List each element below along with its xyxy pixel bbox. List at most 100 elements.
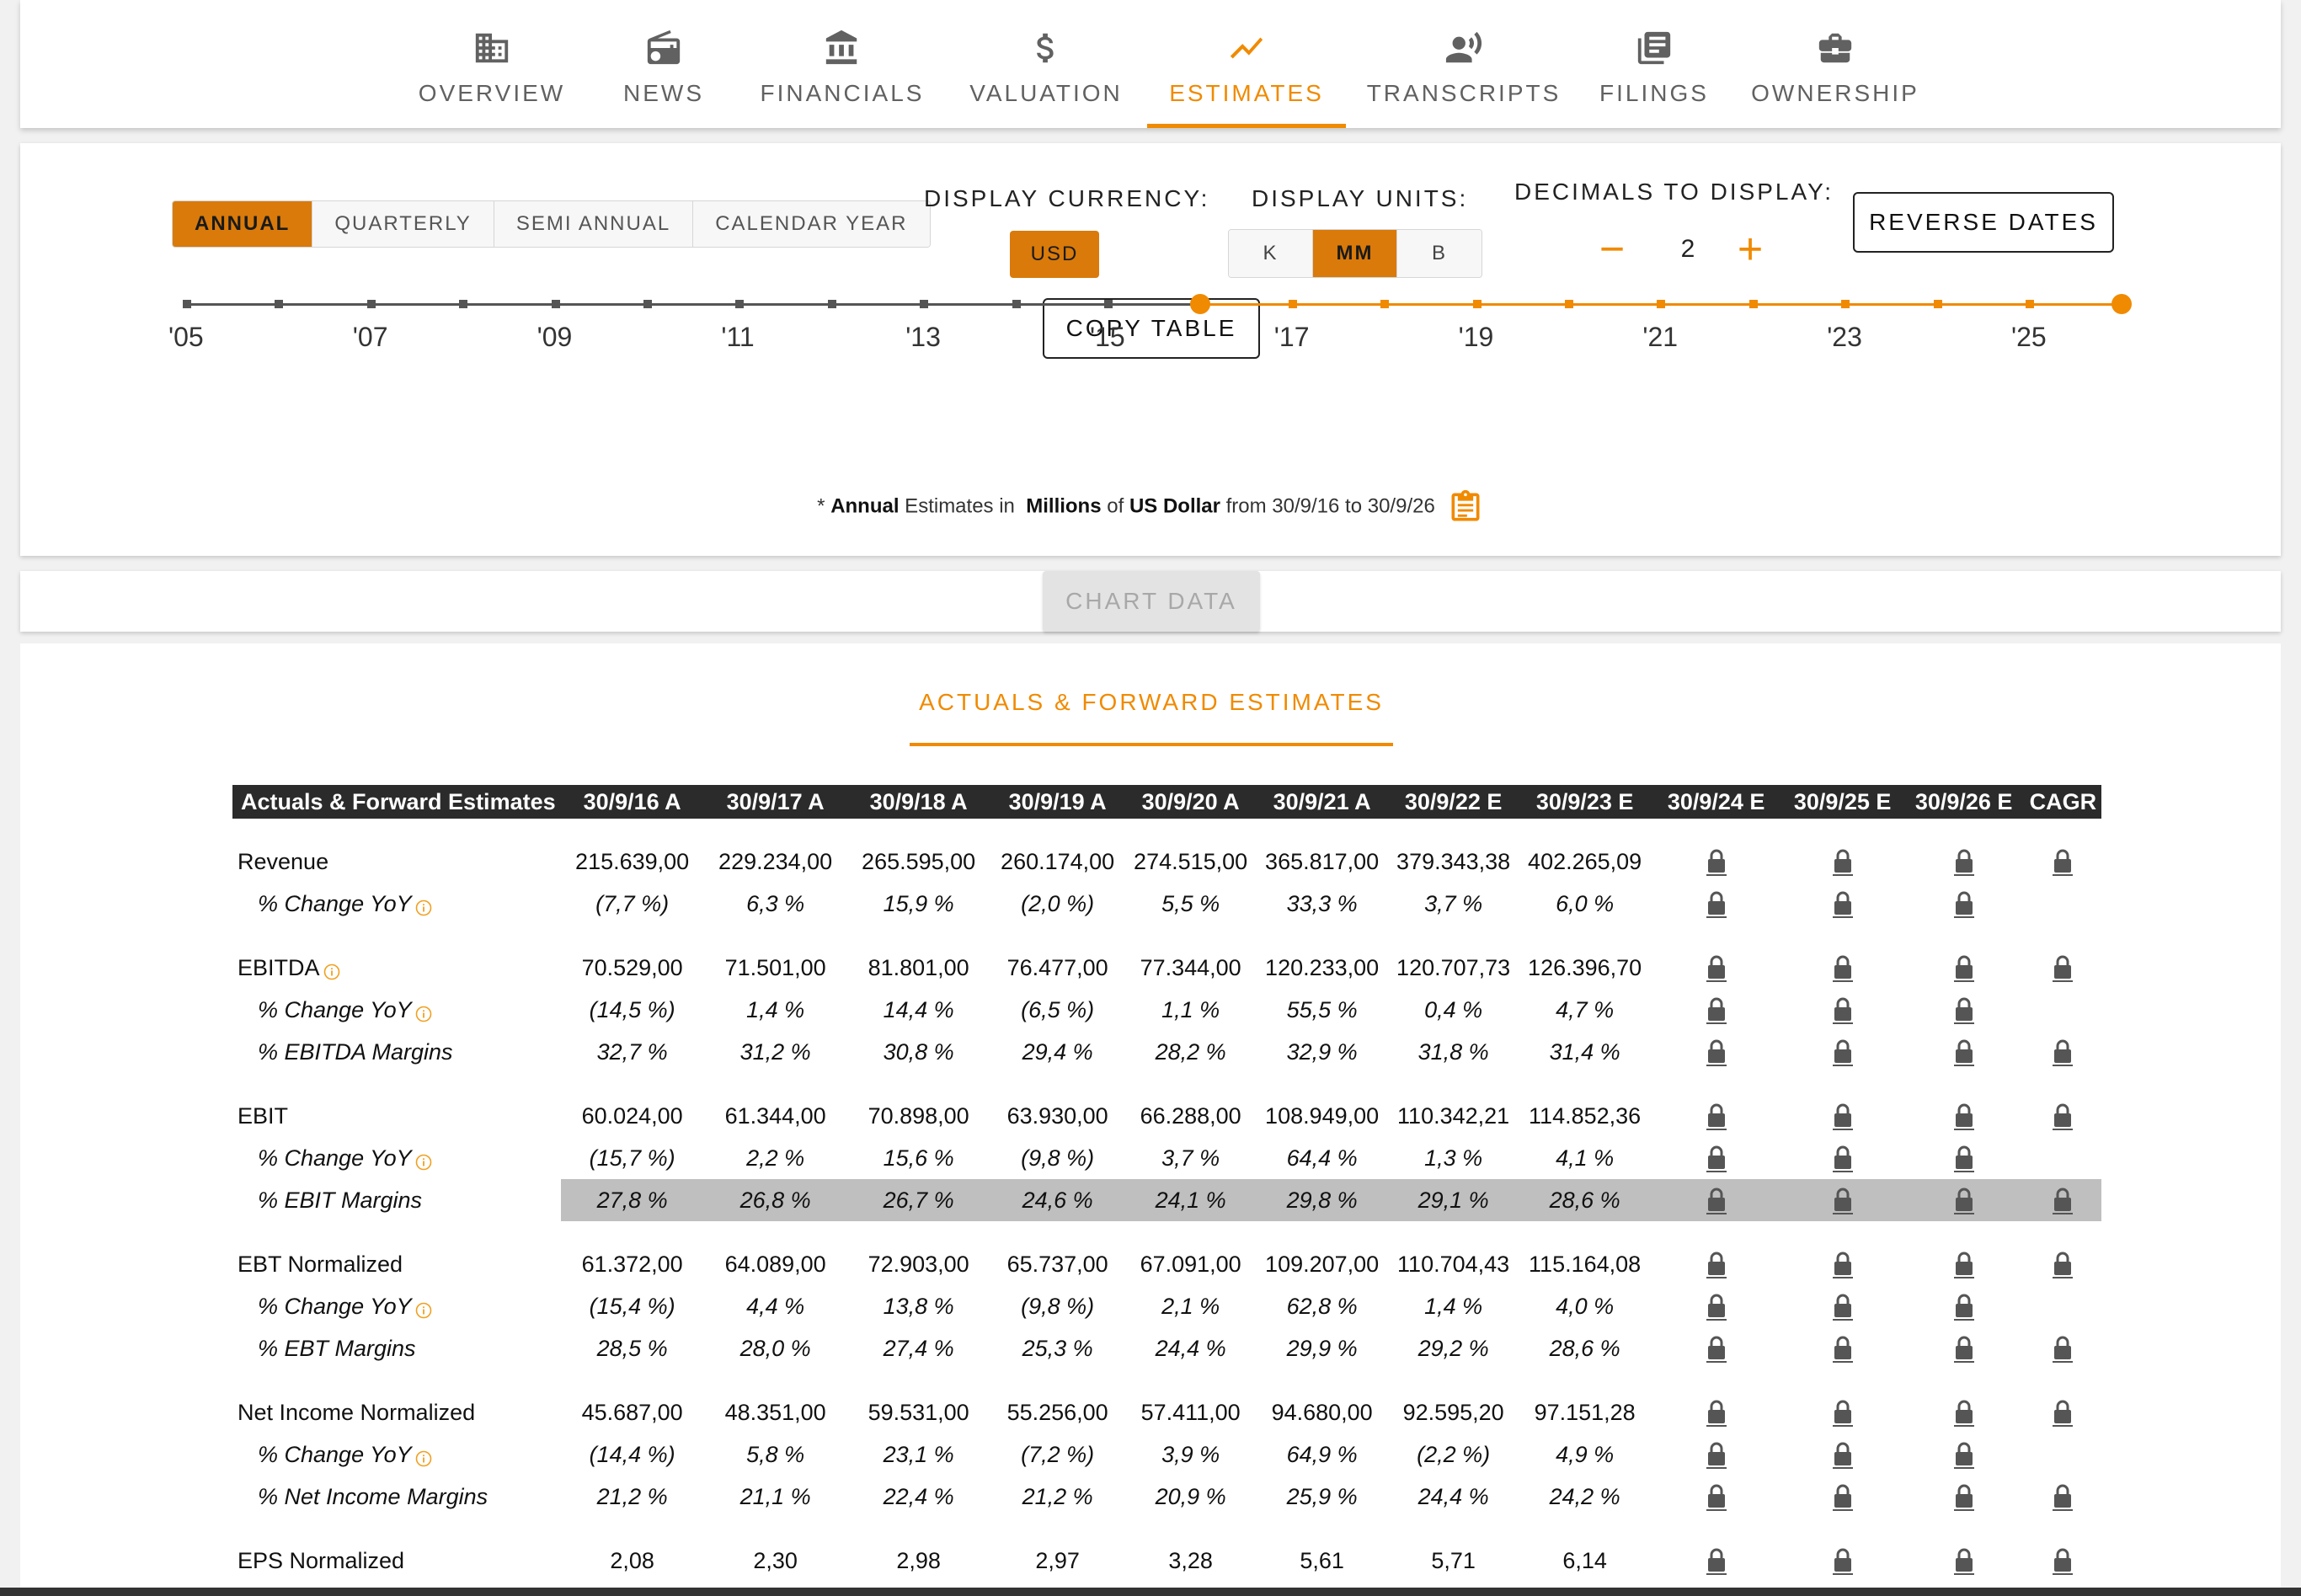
locked-cell[interactable] xyxy=(1651,1540,1782,1582)
locked-cell[interactable] xyxy=(1782,883,1903,925)
lock-icon[interactable] xyxy=(1705,1334,1728,1363)
lock-icon[interactable] xyxy=(1831,1398,1855,1427)
tab-financials[interactable]: FINANCIALS xyxy=(750,0,935,128)
locked-cell[interactable] xyxy=(1903,1243,2025,1285)
lock-icon[interactable] xyxy=(1952,1038,1976,1066)
lock-icon[interactable] xyxy=(2051,847,2074,876)
locked-cell[interactable] xyxy=(2025,1327,2102,1369)
lock-icon[interactable] xyxy=(1831,1482,1855,1511)
period-semi-annual-button[interactable]: SEMI ANNUAL xyxy=(494,201,694,247)
lock-icon[interactable] xyxy=(1952,1334,1976,1363)
locked-cell[interactable] xyxy=(1651,1243,1782,1285)
info-icon[interactable] xyxy=(415,1299,432,1319)
lock-icon[interactable] xyxy=(1831,1250,1855,1278)
lock-icon[interactable] xyxy=(1705,1186,1728,1214)
lock-icon[interactable] xyxy=(2051,1482,2074,1511)
tab-filings[interactable]: FILINGS xyxy=(1595,0,1713,128)
locked-cell[interactable] xyxy=(1782,1327,1903,1369)
locked-cell[interactable] xyxy=(1651,1285,1782,1327)
column-header[interactable]: 30/9/22 E xyxy=(1387,785,1519,819)
lock-icon[interactable] xyxy=(1831,1292,1855,1321)
slider-track-inactive[interactable] xyxy=(187,303,1201,306)
column-header[interactable]: 30/9/19 A xyxy=(990,785,1125,819)
lock-icon[interactable] xyxy=(1952,1102,1976,1130)
lock-icon[interactable] xyxy=(1952,1440,1976,1469)
lock-icon[interactable] xyxy=(1952,995,1976,1024)
locked-cell[interactable] xyxy=(1903,1095,2025,1137)
locked-cell[interactable] xyxy=(1903,1285,2025,1327)
locked-cell[interactable] xyxy=(1782,1540,1903,1582)
lock-icon[interactable] xyxy=(2051,1546,2074,1575)
lock-icon[interactable] xyxy=(1831,1144,1855,1172)
locked-cell[interactable] xyxy=(2025,1476,2102,1518)
locked-cell[interactable] xyxy=(1782,1433,1903,1476)
locked-cell[interactable] xyxy=(1782,1285,1903,1327)
lock-icon[interactable] xyxy=(1705,1144,1728,1172)
locked-cell[interactable] xyxy=(1650,1179,1782,1221)
lock-icon[interactable] xyxy=(1952,847,1976,876)
locked-cell[interactable] xyxy=(1903,1433,2025,1476)
locked-cell[interactable] xyxy=(1782,1243,1903,1285)
lock-icon[interactable] xyxy=(2051,1186,2074,1214)
section-tab-actuals-forward[interactable]: ACTUALS & FORWARD ESTIMATES xyxy=(919,689,1384,715)
lock-icon[interactable] xyxy=(1705,1482,1728,1511)
info-icon[interactable] xyxy=(415,1150,432,1171)
period-calendar-year-button[interactable]: CALENDAR YEAR xyxy=(693,201,930,247)
column-header[interactable]: 30/9/16 A xyxy=(560,785,704,819)
locked-cell[interactable] xyxy=(2024,1179,2102,1221)
locked-cell[interactable] xyxy=(1903,841,2025,883)
locked-cell[interactable] xyxy=(1782,1391,1903,1433)
column-header[interactable]: 30/9/20 A xyxy=(1124,785,1257,819)
locked-cell[interactable] xyxy=(1903,1137,2025,1179)
locked-cell[interactable] xyxy=(1903,947,2025,989)
lock-icon[interactable] xyxy=(1705,847,1728,876)
clipboard-icon[interactable] xyxy=(1447,488,1484,526)
units-k-button[interactable]: K xyxy=(1229,230,1313,277)
locked-cell[interactable] xyxy=(2025,947,2102,989)
locked-cell[interactable] xyxy=(1782,947,1903,989)
lock-icon[interactable] xyxy=(1952,889,1976,918)
lock-icon[interactable] xyxy=(1705,1546,1728,1575)
locked-cell[interactable] xyxy=(1651,1433,1782,1476)
locked-cell[interactable] xyxy=(1903,1179,2025,1221)
lock-icon[interactable] xyxy=(1705,1292,1728,1321)
lock-icon[interactable] xyxy=(1705,889,1728,918)
locked-cell[interactable] xyxy=(1651,947,1782,989)
slider-start-handle[interactable] xyxy=(1190,294,1211,314)
lock-icon[interactable] xyxy=(1831,953,1855,982)
lock-icon[interactable] xyxy=(2051,1038,2074,1066)
locked-cell[interactable] xyxy=(1782,1137,1903,1179)
locked-cell[interactable] xyxy=(1903,1327,2025,1369)
tab-valuation[interactable]: VALUATION xyxy=(962,0,1130,128)
tab-news[interactable]: NEWS xyxy=(601,0,726,128)
locked-cell[interactable] xyxy=(1651,883,1782,925)
locked-cell[interactable] xyxy=(1903,1391,2025,1433)
decimals-minus-button[interactable]: − xyxy=(1599,225,1626,274)
locked-cell[interactable] xyxy=(2025,841,2102,883)
units-mm-button[interactable]: MM xyxy=(1313,230,1397,277)
locked-cell[interactable] xyxy=(1651,1095,1782,1137)
column-header[interactable]: 30/9/26 E xyxy=(1903,785,2025,819)
locked-cell[interactable] xyxy=(1651,841,1782,883)
lock-icon[interactable] xyxy=(1831,1440,1855,1469)
locked-cell[interactable] xyxy=(1782,1031,1903,1073)
column-header[interactable]: 30/9/18 A xyxy=(846,785,990,819)
locked-cell[interactable] xyxy=(1651,1391,1782,1433)
lock-icon[interactable] xyxy=(1952,1398,1976,1427)
lock-icon[interactable] xyxy=(1705,995,1728,1024)
lock-icon[interactable] xyxy=(2051,1398,2074,1427)
lock-icon[interactable] xyxy=(2051,953,2074,982)
locked-cell[interactable] xyxy=(1782,989,1903,1031)
column-header[interactable]: 30/9/23 E xyxy=(1519,785,1651,819)
lock-icon[interactable] xyxy=(1831,995,1855,1024)
info-icon[interactable] xyxy=(415,896,432,916)
column-header[interactable]: CAGR xyxy=(2024,785,2102,819)
column-header[interactable]: 30/9/17 A xyxy=(703,785,847,819)
locked-cell[interactable] xyxy=(1782,841,1903,883)
lock-icon[interactable] xyxy=(1952,1482,1976,1511)
info-icon[interactable] xyxy=(415,1447,432,1467)
column-header[interactable]: 30/9/24 E xyxy=(1650,785,1782,819)
lock-icon[interactable] xyxy=(1705,1250,1728,1278)
locked-cell[interactable] xyxy=(1651,1031,1782,1073)
lock-icon[interactable] xyxy=(1831,1186,1855,1214)
